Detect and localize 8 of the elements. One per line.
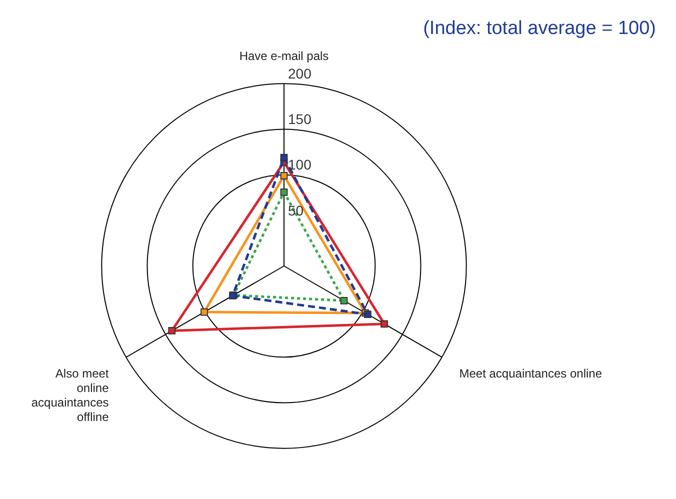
y-tick-label: 200 bbox=[288, 66, 312, 82]
y-tick-label: 50 bbox=[288, 202, 304, 218]
spoke-label: Meet acquaintances online bbox=[459, 366, 602, 381]
spoke-label: Also meet online acquaintances offline bbox=[31, 366, 110, 424]
text: (Index: total average = 100) bbox=[423, 18, 656, 40]
y-tick-label: 150 bbox=[288, 111, 312, 128]
spoke-label: Have e-mail pals bbox=[239, 48, 329, 63]
y-tick-label: 100 bbox=[288, 156, 312, 173]
